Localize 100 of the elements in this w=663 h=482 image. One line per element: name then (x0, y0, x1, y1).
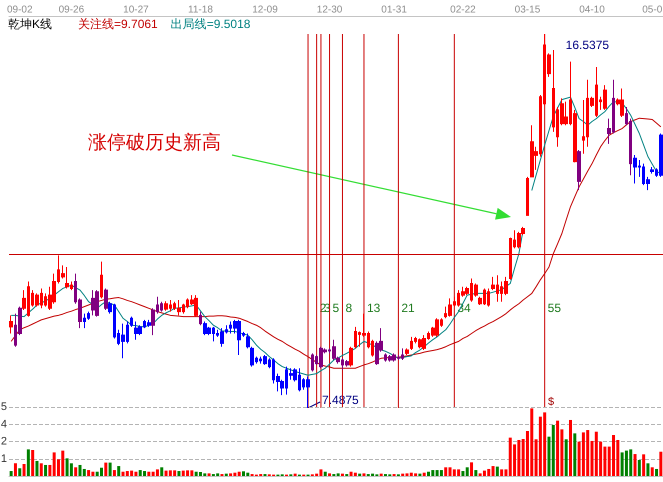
bar (44, 464, 48, 476)
bar (427, 472, 430, 476)
candlestick (487, 288, 490, 308)
bar (410, 472, 413, 476)
bar (336, 473, 340, 476)
bar (624, 450, 628, 476)
x-tick-label: 11-18 (188, 4, 214, 16)
candlestick (620, 88, 624, 118)
bar (40, 463, 43, 476)
bar (642, 454, 646, 476)
bar (573, 433, 576, 476)
bar (18, 468, 22, 476)
candlestick (603, 84, 607, 110)
bar (470, 462, 474, 476)
bar (422, 472, 426, 476)
bar (147, 472, 150, 476)
annotation: 涨停破历史新高 (88, 132, 221, 154)
bar (182, 470, 185, 476)
bar (138, 470, 142, 476)
candlestick (83, 313, 86, 329)
x-tick-label: 09-26 (58, 4, 85, 16)
bar (82, 468, 86, 476)
y-tick-label: 2 (0, 436, 7, 448)
bar (328, 473, 332, 476)
bar (629, 449, 632, 476)
bar (134, 472, 138, 476)
candlestick (91, 290, 95, 316)
bar (216, 473, 220, 476)
bar (96, 472, 99, 476)
bar (246, 472, 250, 476)
bar (61, 450, 64, 476)
candlestick (517, 231, 521, 249)
bar (444, 467, 448, 476)
candlestick (199, 311, 202, 326)
bar (350, 472, 353, 476)
x-tick-label: 10-27 (123, 4, 150, 16)
bar (436, 470, 439, 476)
bar (52, 452, 56, 476)
bar (26, 449, 30, 476)
candlestick (392, 352, 396, 362)
bar (168, 470, 172, 476)
bar (586, 430, 590, 476)
y-tick-label: 4 (0, 418, 7, 430)
bar (440, 470, 443, 476)
x-tick-label: 12-30 (316, 4, 343, 16)
candlestick (95, 290, 99, 318)
candlestick (354, 326, 357, 349)
candlestick (577, 150, 581, 191)
candlestick (177, 300, 181, 316)
bar (66, 458, 69, 476)
bar (650, 467, 654, 476)
x-tick-label: 01-31 (381, 4, 408, 16)
candlestick (448, 298, 452, 318)
x-tick-label: 03-15 (514, 4, 541, 16)
bar (122, 472, 125, 476)
annotation: 16.5375 (566, 38, 610, 52)
candlestick (410, 336, 413, 351)
annotation: 5 (332, 301, 340, 315)
bar (10, 471, 13, 476)
candlestick (526, 176, 529, 216)
bar (229, 473, 232, 476)
candlestick (65, 266, 69, 289)
bar (482, 470, 486, 476)
x-tick-label: 09-02 (6, 4, 33, 16)
annotation: 21 (401, 301, 416, 315)
bar (104, 462, 108, 476)
bar (238, 472, 241, 476)
y-tick-label: 5 (0, 401, 7, 413)
bar (466, 467, 469, 476)
bar (108, 462, 112, 476)
annotation: 13 (366, 301, 381, 315)
candlestick (35, 292, 39, 308)
bar (452, 469, 456, 476)
candlestick (633, 154, 637, 184)
bar (91, 472, 94, 476)
bar (164, 470, 168, 476)
bar (152, 472, 155, 476)
candlestick (319, 346, 323, 369)
bar (130, 470, 134, 476)
bar (14, 463, 17, 476)
bar (117, 466, 120, 476)
bar (194, 472, 198, 476)
bar (552, 424, 555, 476)
bar (568, 420, 572, 476)
bar (208, 473, 211, 476)
bar (457, 469, 460, 476)
candlestick (435, 318, 439, 338)
candlestick (237, 319, 241, 356)
bar (233, 472, 236, 476)
candlestick (311, 352, 314, 372)
bar (564, 439, 568, 476)
candlestick (164, 300, 168, 312)
text: 关注线=9.7061 (78, 17, 158, 31)
bar (487, 468, 490, 476)
annotation: 55 (548, 301, 562, 315)
bar (594, 432, 598, 476)
annotation: $ (548, 396, 554, 408)
bar (659, 452, 662, 476)
bar (324, 472, 327, 476)
candlestick (104, 288, 108, 310)
